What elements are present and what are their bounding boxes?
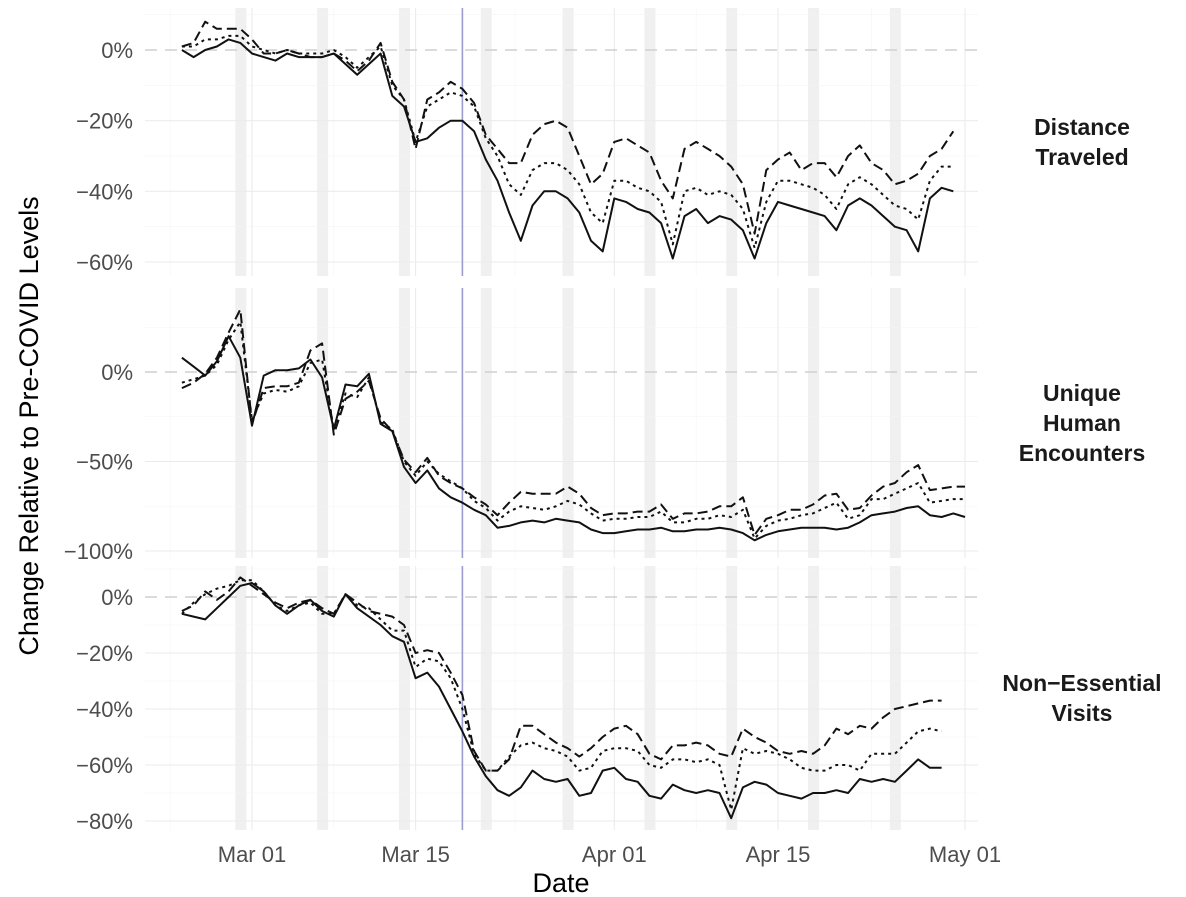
panel-2: 0% −50% −100% Unique Human Encounters (64, 288, 1145, 564)
weekend-band (726, 288, 738, 558)
y-tick-label: 0% (101, 585, 133, 610)
weekend-band (235, 566, 247, 830)
weekend-band (398, 8, 410, 276)
chart-panels: 0% −20% −40% −60% Distance Traveled 0% −50% −100… (64, 8, 1162, 834)
weekend-band (644, 288, 656, 558)
weekend-band (889, 8, 901, 276)
weekend-band (562, 8, 574, 276)
panel-strip-label: Unique Human Encounters (1019, 380, 1146, 466)
weekend-band (808, 288, 820, 558)
weekend-band (480, 566, 492, 830)
y-axis-title: Change Relative to Pre-COVID Levels (14, 196, 44, 655)
weekend-band (726, 566, 738, 830)
series-line-solid (181, 582, 942, 820)
x-tick-label: Mar 15 (381, 842, 449, 867)
series-line-dotted (181, 579, 942, 811)
weekend-band (644, 566, 656, 830)
y-tick-label: −60% (76, 753, 133, 778)
weekend-band (480, 288, 492, 558)
y-tick-label: 0% (101, 360, 133, 385)
weekend-band (889, 566, 901, 830)
y-tick-label: −60% (76, 250, 133, 275)
weekend-band (644, 8, 656, 276)
weekend-band (808, 8, 820, 276)
series-line-dashed (181, 576, 942, 772)
weekend-band (235, 288, 247, 558)
series-line-dashed (181, 20, 955, 235)
weekend-band (235, 8, 247, 276)
weekend-band (317, 288, 329, 558)
series-line-dashed (181, 308, 965, 536)
y-tick-label: −80% (76, 809, 133, 834)
weekend-band (317, 566, 329, 830)
x-tick-label: Apr 15 (746, 842, 811, 867)
weekend-band (480, 8, 492, 276)
x-tick-label: Apr 01 (582, 842, 647, 867)
x-tick-label: May 01 (929, 842, 1001, 867)
y-tick-label: −50% (76, 450, 133, 475)
y-tick-label: −20% (76, 641, 133, 666)
panel-strip-label: Non−Essential Visits (1002, 670, 1161, 726)
weekend-band (317, 8, 329, 276)
y-tick-label: 0% (101, 38, 133, 63)
weekend-band (889, 288, 901, 558)
weekend-band (562, 566, 574, 830)
panel-1: 0% −20% −40% −60% Distance Traveled (76, 8, 1130, 276)
weekend-band (562, 288, 574, 558)
x-axis-ticks: Mar 01 Mar 15 Apr 01 Apr 15 May 01 (218, 842, 1001, 867)
series-line-dotted (181, 320, 965, 540)
weekend-band (726, 8, 738, 276)
weekend-band (808, 566, 820, 830)
weekend-band (398, 566, 410, 830)
x-axis-title: Date (532, 868, 589, 897)
y-tick-label: −100% (64, 539, 133, 564)
panel-strip-label: Distance Traveled (1034, 114, 1130, 170)
x-tick-label: Mar 01 (218, 842, 286, 867)
panel-3: 0% −20% −40% −60% −80% Non−Essential Visits (76, 566, 1162, 834)
y-tick-label: −40% (76, 179, 133, 204)
y-tick-label: −40% (76, 697, 133, 722)
weekend-band (398, 288, 410, 558)
y-tick-label: −20% (76, 109, 133, 134)
